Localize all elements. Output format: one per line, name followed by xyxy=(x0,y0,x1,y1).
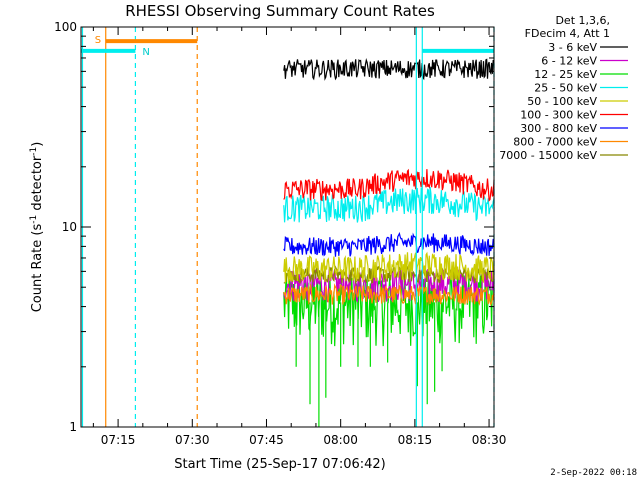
x-tick-label: 08:30 xyxy=(472,433,507,447)
series-line xyxy=(283,251,495,284)
y-tick-label: 100 xyxy=(54,20,77,34)
y-tick-label: 1 xyxy=(69,420,77,434)
legend-label: 50 - 100 keV xyxy=(527,95,597,108)
legend-label: 300 - 800 keV xyxy=(520,122,597,135)
series-line xyxy=(283,168,495,202)
legend-label: 12 - 25 keV xyxy=(534,68,597,81)
legend-header-line-2: FDecim 4, Att 1 xyxy=(525,27,610,40)
legend-label: 7000 - 15000 keV xyxy=(499,149,597,162)
legend-label: 25 - 50 keV xyxy=(534,82,597,95)
legend-header-line-1: Det 1,3,6, xyxy=(555,14,610,27)
series-line xyxy=(283,283,495,307)
night-bar-label: N xyxy=(142,47,149,58)
y-axis-label-mid: detector xyxy=(30,155,45,215)
y-axis-label-main: Count Rate (s xyxy=(30,224,45,313)
chart-title: RHESSI Observing Summary Count Rates xyxy=(125,2,435,20)
x-tick-label: 07:45 xyxy=(249,433,284,447)
series-line xyxy=(283,186,495,223)
y-axis: 1 10 100 xyxy=(54,20,494,434)
series-line xyxy=(283,231,495,257)
legend-label: 3 - 6 keV xyxy=(548,41,597,54)
x-axis: 07:15 07:30 07:45 08:00 08:15 08:30 xyxy=(92,27,507,447)
series-line xyxy=(283,57,495,81)
saa-bar-label: S xyxy=(95,35,101,46)
footer-timestamp: 2-Sep-2022 00:18 xyxy=(550,468,637,478)
y-axis-label: Count Rate (s-1 detector-1) xyxy=(29,142,45,313)
x-tick-label: 08:15 xyxy=(398,433,433,447)
x-tick-label: 08:00 xyxy=(323,433,358,447)
y-tick-label: 10 xyxy=(62,220,77,234)
legend-label: 800 - 7000 keV xyxy=(513,136,597,149)
y-axis-label-sup2: -1 xyxy=(29,147,39,156)
y-axis-label-end: ) xyxy=(30,142,45,147)
x-axis-label: Start Time (25-Sep-17 07:06:42) xyxy=(174,457,385,472)
y-axis-label-sup1: -1 xyxy=(29,215,39,224)
data-layer xyxy=(283,57,495,427)
legend-label: 6 - 12 keV xyxy=(541,55,597,68)
x-tick-label: 07:30 xyxy=(175,433,210,447)
x-tick-label: 07:15 xyxy=(101,433,136,447)
legend-label: 100 - 300 keV xyxy=(520,109,597,122)
